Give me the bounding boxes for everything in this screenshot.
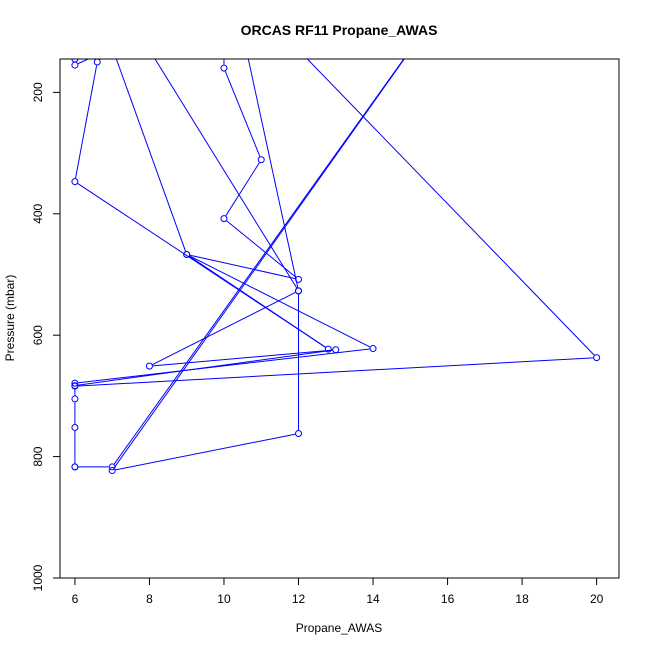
data-point [221, 47, 227, 53]
data-point [71, 178, 79, 186]
series-1-segment [78, 348, 370, 384]
data-point [109, 44, 115, 50]
data-point [145, 362, 153, 370]
y-tick-label: 1000 [31, 564, 45, 591]
data-point [71, 463, 79, 471]
series-1-segment [77, 59, 90, 65]
data-point [183, 250, 191, 258]
x-axis: 6 8 10 12 14 16 18 20 [72, 577, 604, 606]
data-point [93, 59, 101, 66]
chart-title: ORCAS RF11 Propane_AWAS [241, 22, 438, 38]
series-0-segment [78, 357, 594, 387]
data-point [296, 47, 302, 53]
data-point [71, 423, 79, 431]
x-tick-label: 8 [146, 592, 153, 606]
data-point [71, 395, 79, 403]
series-2-segment [190, 254, 296, 280]
series-2-segment [224, 71, 261, 157]
series-2-segment [247, 59, 299, 288]
series-1-segment [115, 59, 186, 252]
data-point [71, 382, 79, 390]
data-point [108, 467, 116, 475]
series-2-segment [154, 59, 298, 289]
data-point [295, 275, 303, 283]
series-1-segment [78, 49, 109, 58]
data-point [71, 59, 79, 63]
x-axis-label: Propane_AWAS [296, 621, 383, 635]
data-point [369, 345, 377, 353]
x-tick-label: 16 [441, 592, 455, 606]
data-point [407, 47, 413, 53]
x-tick-label: 10 [217, 592, 231, 606]
series-layer [71, 44, 601, 475]
data-point [295, 287, 303, 295]
data-point [71, 379, 79, 387]
x-tick-label: 14 [366, 592, 380, 606]
data-point [243, 47, 249, 53]
data-point [220, 64, 228, 72]
data-point [296, 47, 302, 53]
data-point [324, 345, 332, 353]
data-point [407, 48, 413, 54]
y-axis: 200 400 600 800 1000 [31, 82, 61, 591]
y-tick-label: 800 [31, 446, 45, 466]
data-point [109, 45, 115, 51]
data-point [146, 47, 152, 53]
data-point [220, 215, 228, 223]
series-1-segment [152, 292, 296, 366]
series-2-segment [225, 162, 260, 216]
plot-area [59, 44, 620, 579]
x-tick-label: 6 [72, 592, 79, 606]
data-point [296, 47, 302, 53]
data-point [593, 354, 601, 362]
x-tick-label: 18 [515, 592, 529, 606]
data-point [71, 61, 79, 69]
data-point [295, 430, 303, 438]
series-0-segment [113, 59, 405, 465]
series-1-segment [189, 255, 371, 348]
series-1-segment [152, 349, 333, 367]
x-tick-label: 12 [292, 592, 306, 606]
y-axis-label: Pressure (mbar) [3, 275, 17, 362]
y-tick-label: 600 [31, 325, 45, 345]
series-1-segment [78, 349, 333, 386]
series-1-segment [115, 433, 296, 471]
series-2-segment [75, 65, 98, 179]
data-point [332, 346, 340, 354]
series-1-segment [113, 59, 405, 468]
y-tick-label: 400 [31, 203, 45, 223]
data-point [257, 156, 265, 164]
series-2-segment [189, 255, 326, 348]
series-0-segment [306, 59, 595, 356]
y-tick-label: 200 [31, 82, 45, 102]
x-tick-label: 20 [590, 592, 604, 606]
